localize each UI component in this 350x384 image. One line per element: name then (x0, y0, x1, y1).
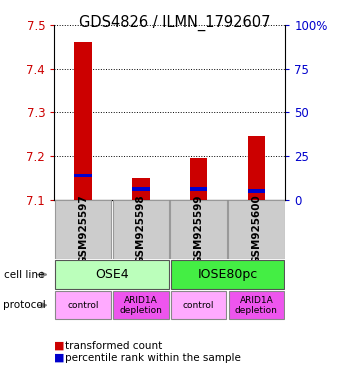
Bar (55, 260, 169, 289)
Bar (190, 187, 207, 190)
Text: OSE4: OSE4 (95, 268, 129, 281)
Text: ARID1A
depletion: ARID1A depletion (119, 296, 162, 315)
Bar (171, 260, 284, 289)
Bar (113, 291, 169, 319)
Text: percentile rank within the sample: percentile rank within the sample (65, 353, 241, 363)
Bar (113, 200, 169, 258)
Text: control: control (183, 301, 214, 310)
Bar (55, 200, 111, 258)
Text: GSM925600: GSM925600 (251, 195, 261, 264)
Bar (132, 178, 149, 200)
Bar (228, 200, 285, 258)
Text: transformed count: transformed count (65, 341, 162, 351)
Text: control: control (67, 301, 99, 310)
Bar (132, 187, 149, 190)
Text: GDS4826 / ILMN_1792607: GDS4826 / ILMN_1792607 (79, 15, 271, 31)
Bar (75, 174, 92, 177)
Bar (190, 158, 207, 200)
Text: GSM925599: GSM925599 (194, 195, 204, 264)
Bar (248, 136, 265, 200)
Text: ■: ■ (54, 353, 65, 363)
Text: GSM925597: GSM925597 (78, 195, 88, 264)
Text: protocol: protocol (4, 300, 46, 310)
Text: ■: ■ (54, 341, 65, 351)
Text: ARID1A
depletion: ARID1A depletion (235, 296, 278, 315)
Text: cell line: cell line (4, 270, 44, 280)
Bar (75, 42, 92, 200)
Bar (171, 291, 226, 319)
Bar (229, 291, 284, 319)
Bar (170, 200, 227, 258)
Bar (248, 189, 265, 193)
Text: GSM925598: GSM925598 (136, 195, 146, 264)
Bar (55, 291, 111, 319)
Text: IOSE80pc: IOSE80pc (197, 268, 258, 281)
